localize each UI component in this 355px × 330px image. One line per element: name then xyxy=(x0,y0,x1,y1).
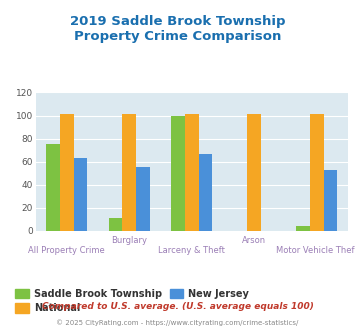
Text: Larceny & Theft: Larceny & Theft xyxy=(158,246,225,255)
Text: Burglary: Burglary xyxy=(111,236,147,245)
Bar xyxy=(310,115,323,231)
Text: Motor Vehicle Theft: Motor Vehicle Theft xyxy=(276,246,355,255)
Bar xyxy=(171,115,185,231)
Text: Arson: Arson xyxy=(242,236,266,245)
Bar xyxy=(60,115,73,231)
Bar xyxy=(323,170,337,231)
Bar xyxy=(73,158,87,231)
Bar xyxy=(122,115,136,231)
Legend: Saddle Brook Township, National, New Jersey: Saddle Brook Township, National, New Jer… xyxy=(15,288,249,314)
Bar xyxy=(247,115,261,231)
Bar xyxy=(296,226,310,231)
Text: © 2025 CityRating.com - https://www.cityrating.com/crime-statistics/: © 2025 CityRating.com - https://www.city… xyxy=(56,319,299,326)
Bar xyxy=(198,154,212,231)
Text: All Property Crime: All Property Crime xyxy=(28,246,105,255)
Bar xyxy=(136,168,150,231)
Text: 2019 Saddle Brook Township
Property Crime Comparison: 2019 Saddle Brook Township Property Crim… xyxy=(70,15,285,43)
Bar xyxy=(109,218,122,231)
Bar xyxy=(185,115,198,231)
Bar xyxy=(46,145,60,231)
Text: Compared to U.S. average. (U.S. average equals 100): Compared to U.S. average. (U.S. average … xyxy=(42,302,313,311)
